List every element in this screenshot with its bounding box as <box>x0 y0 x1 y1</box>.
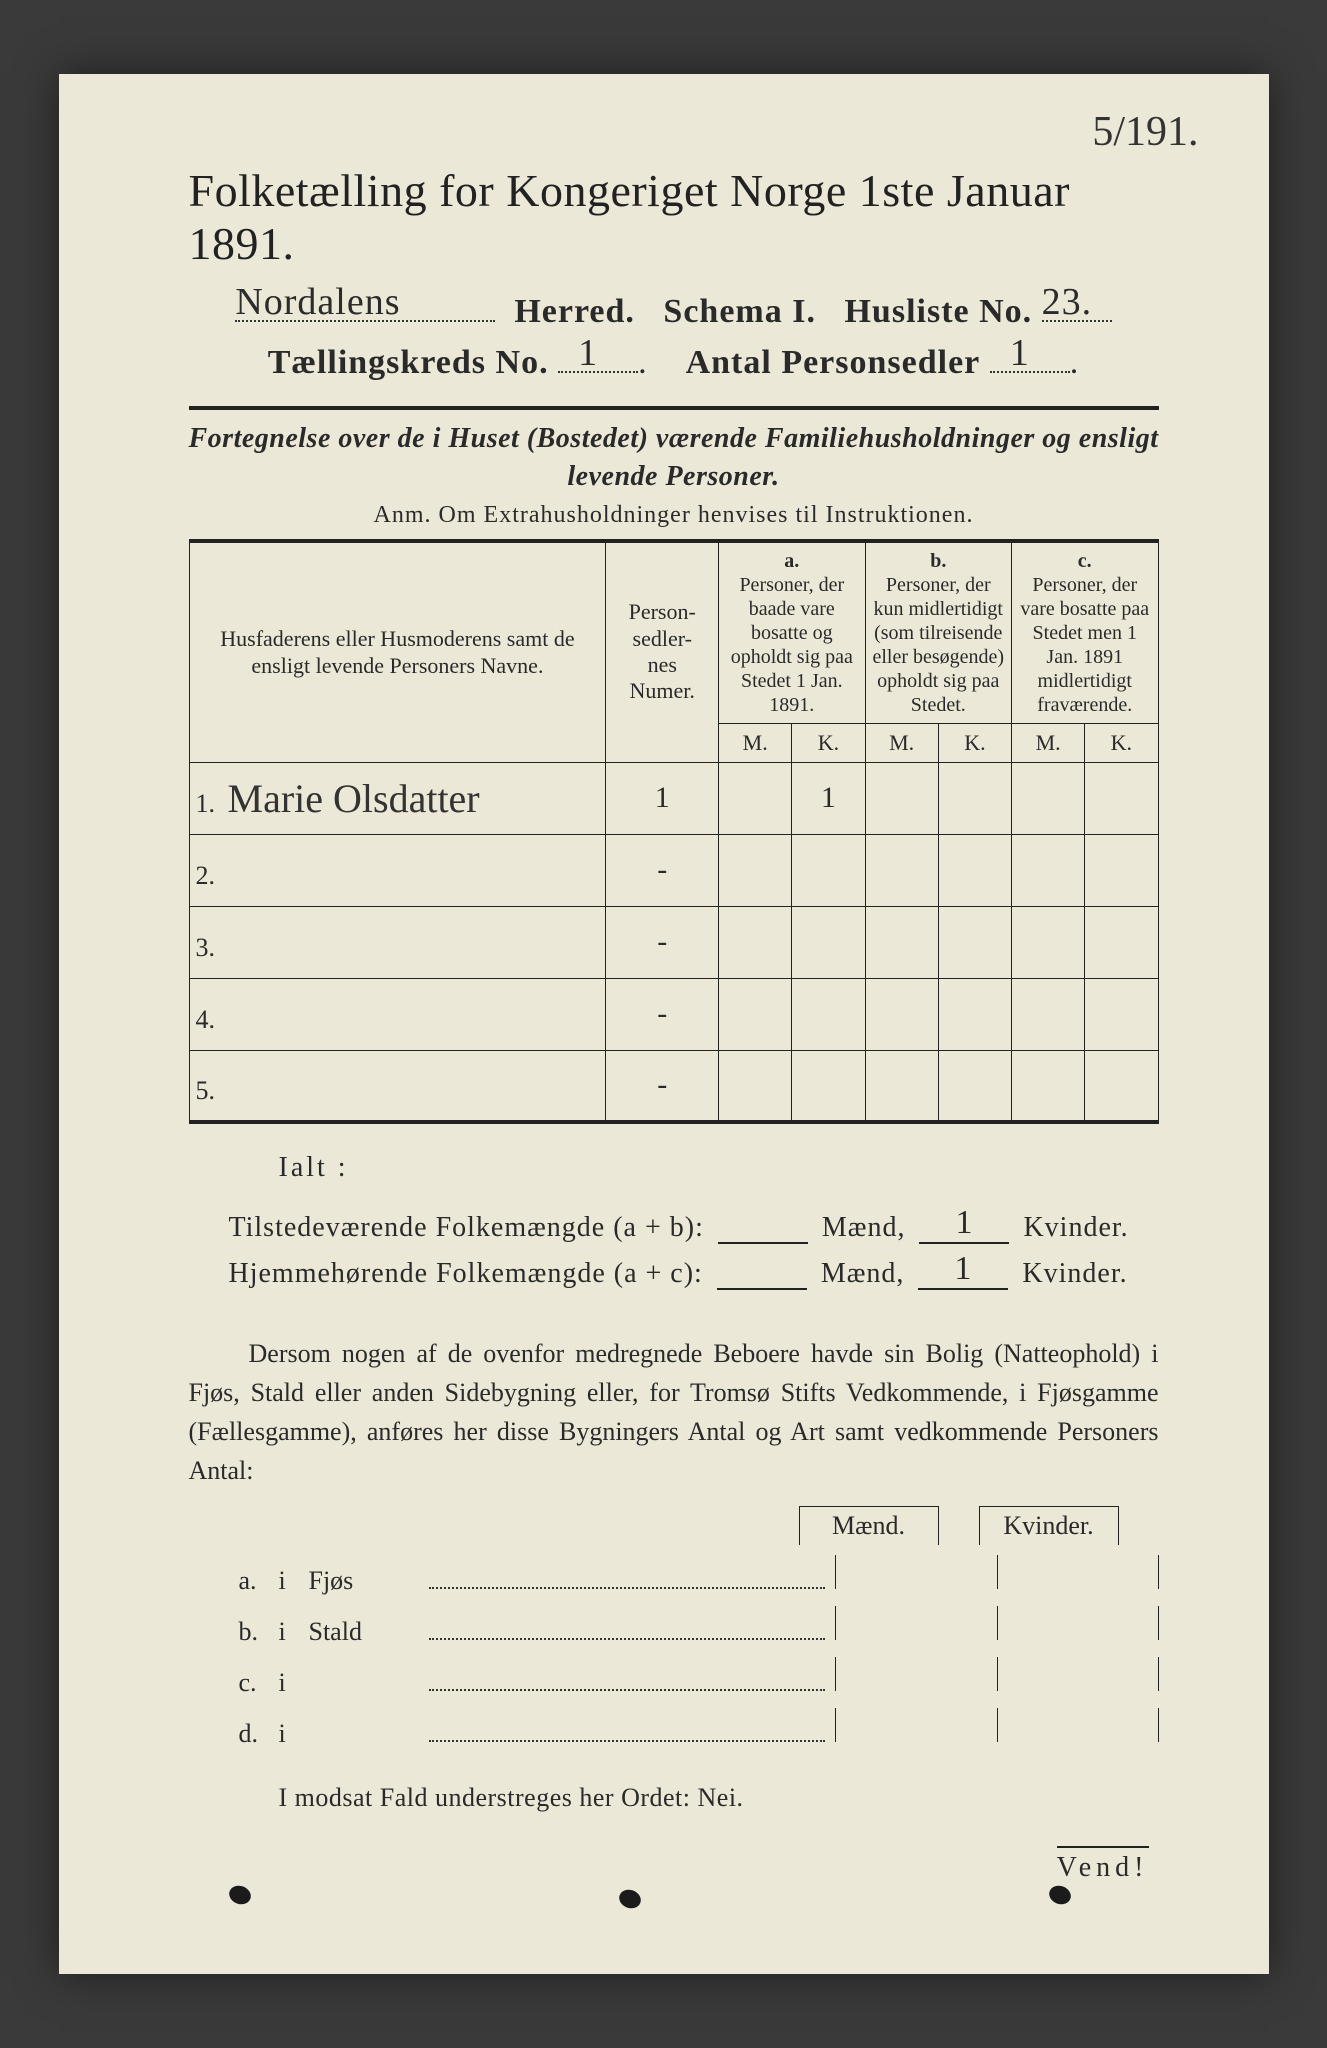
col-header-number: Person- sedler- nes Numer. <box>606 541 719 763</box>
present-m <box>718 1242 808 1244</box>
inkblot-icon <box>616 1887 643 1911</box>
closing-line: I modsat Fald understreges her Ordet: Ne… <box>279 1783 1159 1813</box>
col-c-k: K. <box>1085 723 1158 762</box>
schema-label: Schema I. <box>663 293 816 330</box>
header-line-1: Nordalens Herred. Schema I. Husliste No.… <box>189 288 1159 331</box>
col-kvinder: Kvinder. <box>979 1506 1119 1545</box>
col-b-m: M. <box>865 723 938 762</box>
herred-label: Herred. <box>514 293 635 330</box>
antal-hand: 1 <box>1010 331 1030 375</box>
inkblot-icon <box>226 1883 253 1907</box>
col-group-c: c. Personer, der vare bosatte paa Stedet… <box>1012 541 1159 724</box>
form-title: Folketælling for Kongeriget Norge 1ste J… <box>189 164 1159 270</box>
table-row: 3. - <box>189 906 1158 978</box>
col-maend: Mænd. <box>799 1506 939 1545</box>
col-a-k: K. <box>792 723 865 762</box>
kreds-no-hand: 1 <box>578 331 598 375</box>
col-group-a: a. Personer, der baade vare bosatte og o… <box>719 541 865 724</box>
col-header-name: Husfaderens eller Husmoderens samt de en… <box>189 541 606 763</box>
col-b-k: K. <box>938 723 1011 762</box>
kreds-label: Tællingskreds No. <box>268 344 549 381</box>
table-row: 4. - <box>189 978 1158 1050</box>
corner-annotation: 5/191. <box>1092 108 1198 156</box>
herred-handwritten: Nordalens <box>235 280 400 324</box>
entry-name: Marie Olsdatter <box>222 776 480 821</box>
census-form-paper: 5/191. Folketælling for Kongeriget Norge… <box>59 74 1269 1974</box>
line-b: b. i Stald <box>239 1606 1159 1647</box>
totals-row-present: Tilstedeværende Folkemængde (a + b): Mæn… <box>229 1204 1159 1244</box>
table-row: 5. - <box>189 1050 1158 1122</box>
divider <box>189 406 1159 410</box>
belong-k: 1 <box>918 1250 1008 1290</box>
present-k: 1 <box>919 1204 1009 1244</box>
antal-label: Antal Personsedler <box>686 344 981 381</box>
page-wrapper: 5/191. Folketælling for Kongeriget Norge… <box>0 0 1327 2048</box>
belong-m <box>717 1288 807 1290</box>
building-lines: a. i Fjøs b. i Stald c. i d. <box>239 1555 1159 1749</box>
bolig-paragraph: Dersom nogen af de ovenfor medregnede Be… <box>189 1334 1159 1490</box>
entry-num: 1 <box>606 762 719 834</box>
table-row: 1. Marie Olsdatter 1 1 <box>189 762 1158 834</box>
inkblot-icon <box>1046 1883 1073 1907</box>
mk-column-headers: Mænd. Kvinder. <box>189 1506 1159 1545</box>
line-c: c. i <box>239 1657 1159 1698</box>
col-c-m: M. <box>1012 723 1085 762</box>
intro-text: Fortegnelse over de i Huset (Bostedet) v… <box>189 420 1159 496</box>
table-row: 2. - <box>189 834 1158 906</box>
totals-ialt: Ialt : <box>279 1152 1159 1184</box>
col-group-b: b. Personer, der kun midlertidigt (som t… <box>865 541 1011 724</box>
anm-text: Anm. Om Extrahusholdninger henvises til … <box>189 502 1159 529</box>
vend-label: Vend! <box>1057 1846 1149 1884</box>
husliste-label: Husliste No. <box>844 293 1032 330</box>
line-d: d. i <box>239 1708 1159 1749</box>
totals-row-belonging: Hjemmehørende Folkemængde (a + c): Mænd,… <box>229 1250 1159 1290</box>
col-a-m: M. <box>719 723 792 762</box>
line-a: a. i Fjøs <box>239 1555 1159 1596</box>
census-table: Husfaderens eller Husmoderens samt de en… <box>189 539 1159 1125</box>
husliste-no-hand: 23. <box>1042 280 1093 324</box>
header-line-2: Tællingskreds No. 1 . Antal Personsedler… <box>189 339 1159 382</box>
